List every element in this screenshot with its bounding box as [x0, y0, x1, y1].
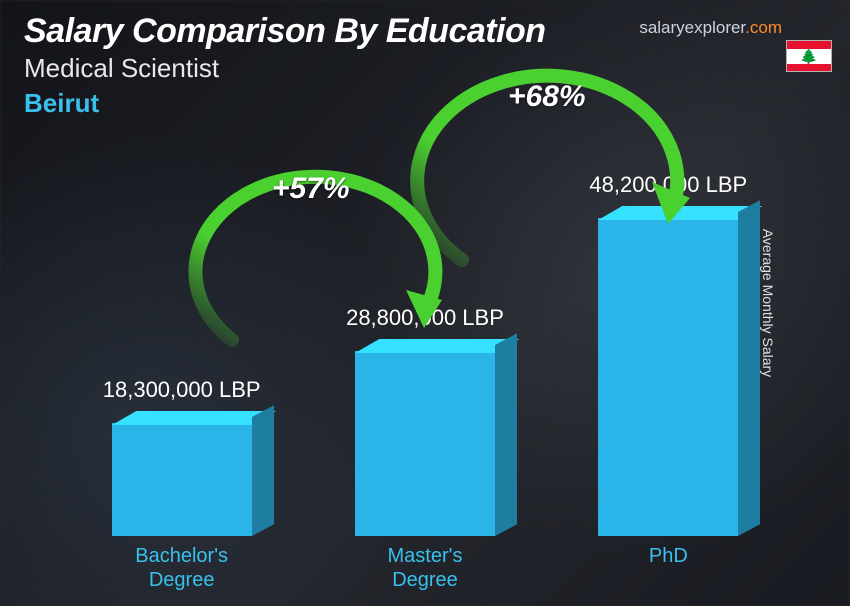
subtitle: Medical Scientist — [24, 53, 826, 84]
source-suffix: .com — [745, 18, 782, 37]
bar-side — [738, 200, 760, 536]
bar-chart: 18,300,000 LBP 28,800,000 LBP 48,200,000 L… — [60, 150, 790, 536]
arc-label-0: +57% — [272, 172, 350, 206]
country-flag-lebanon: 🌲 — [786, 40, 832, 72]
bars-area: 18,300,000 LBP 28,800,000 LBP 48,200,000 L… — [60, 150, 790, 536]
city-label: Beirut — [24, 88, 826, 119]
bar-group-2: 48,200,000 LBP — [547, 172, 790, 536]
bar-front — [598, 218, 738, 536]
cedar-icon: 🌲 — [800, 49, 817, 63]
bar-value-label: 18,300,000 LBP — [103, 377, 261, 403]
x-label-1: Master'sDegree — [303, 544, 546, 592]
bar-value-label: 48,200,000 LBP — [589, 172, 747, 198]
x-label-2: PhD — [547, 544, 790, 592]
bar-front — [355, 351, 495, 536]
flag-stripe-bottom — [787, 64, 831, 72]
bar — [355, 339, 495, 536]
x-axis-labels: Bachelor'sDegreeMaster'sDegreePhD — [60, 544, 790, 592]
bar-side — [252, 405, 274, 536]
bar-group-1: 28,800,000 LBP — [303, 305, 546, 536]
x-label-0: Bachelor'sDegree — [60, 544, 303, 592]
source-name: salaryexplorer — [639, 18, 745, 37]
chart-container: Salary Comparison By Education Medical S… — [0, 0, 850, 606]
bar-group-0: 18,300,000 LBP — [60, 377, 303, 536]
arc-label-1: +68% — [508, 80, 586, 114]
bar-front — [112, 423, 252, 536]
bar — [112, 411, 252, 536]
bar-value-label: 28,800,000 LBP — [346, 305, 504, 331]
flag-stripe-middle: 🌲 — [787, 49, 831, 64]
source-attribution: salaryexplorer.com — [639, 18, 782, 38]
bar — [598, 206, 738, 536]
bar-side — [495, 333, 517, 536]
